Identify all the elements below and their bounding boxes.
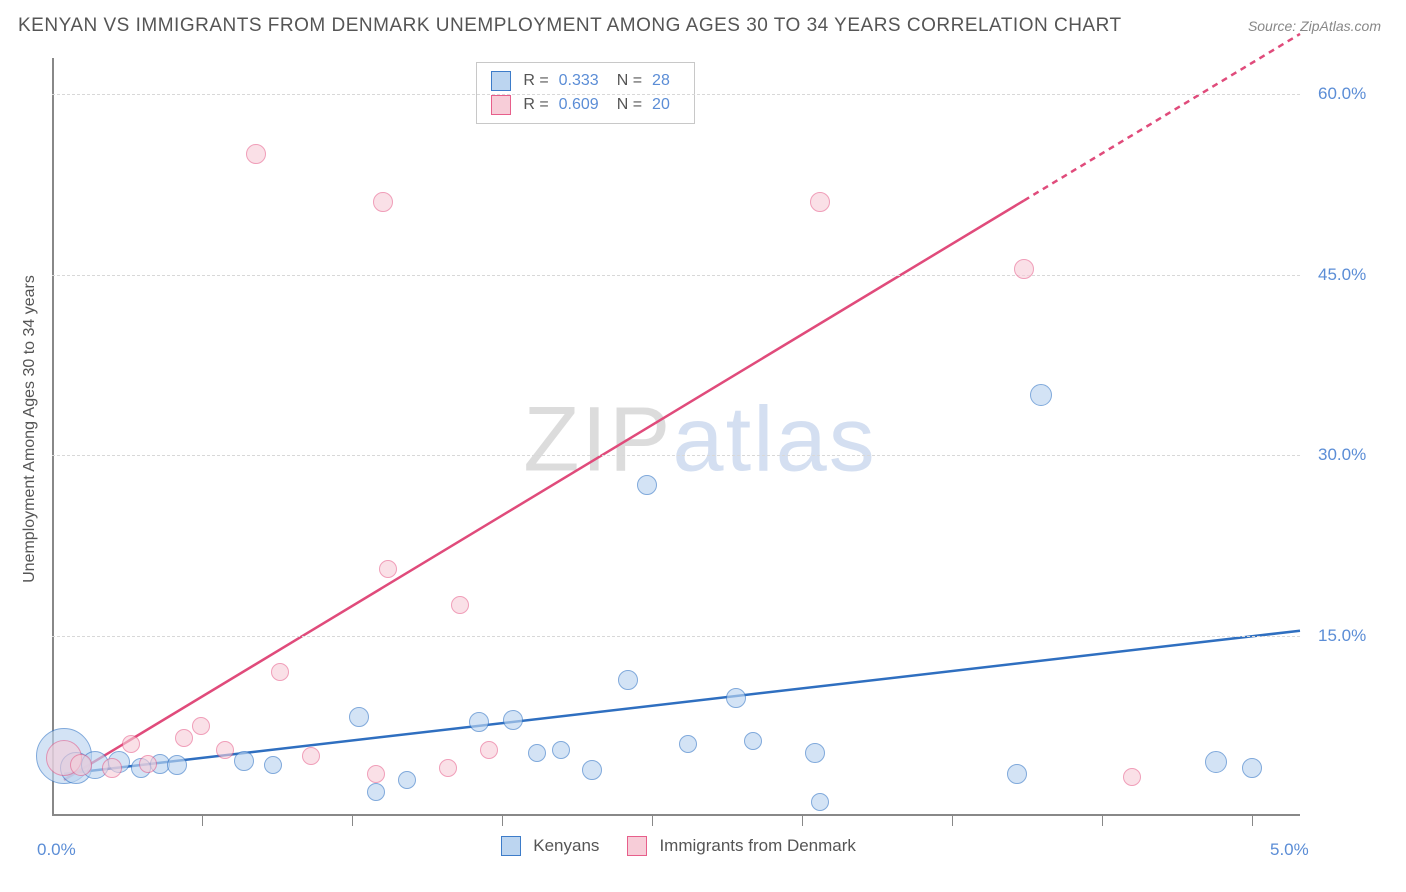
chart-title: KENYAN VS IMMIGRANTS FROM DENMARK UNEMPL… [18, 15, 1122, 37]
data-point [70, 754, 92, 776]
data-point [398, 771, 416, 789]
x-tick-mark [352, 816, 353, 826]
data-point [1030, 384, 1052, 406]
y-tick-label: 30.0% [1318, 445, 1366, 465]
data-point [139, 755, 157, 773]
gridline-horizontal [52, 455, 1300, 456]
data-point [439, 759, 457, 777]
y-tick-label: 60.0% [1318, 84, 1366, 104]
data-point [451, 596, 469, 614]
legend-correlation-row: R = 0.333 N = 28 [491, 69, 680, 93]
legend-series-item: Immigrants from Denmark [627, 836, 855, 856]
data-point [175, 729, 193, 747]
legend-r-value: 0.609 [559, 96, 599, 114]
data-point [811, 793, 829, 811]
x-tick-mark [802, 816, 803, 826]
data-point [1014, 259, 1034, 279]
legend-series-item: Kenyans [501, 836, 599, 856]
data-point [582, 760, 602, 780]
legend-swatch [491, 95, 511, 115]
gridline-horizontal [52, 636, 1300, 637]
y-axis-label: Unemployment Among Ages 30 to 34 years [21, 269, 39, 589]
gridline-horizontal [52, 94, 1300, 95]
x-tick-mark [502, 816, 503, 826]
legend-correlation-row: R = 0.609 N = 20 [491, 93, 680, 117]
data-point [1242, 758, 1262, 778]
data-point [618, 670, 638, 690]
data-point [637, 475, 657, 495]
legend-series-label: Immigrants from Denmark [659, 836, 855, 856]
data-point [246, 144, 266, 164]
legend-series: Kenyans Immigrants from Denmark [501, 836, 874, 856]
watermark: ZIPatlas [523, 388, 876, 493]
legend-n-label: N = [617, 72, 642, 90]
x-axis-min-label: 0.0% [37, 840, 76, 860]
data-point [503, 710, 523, 730]
data-point [480, 741, 498, 759]
legend-swatch [627, 836, 647, 856]
legend-correlation: R = 0.333 N = 28 R = 0.609 N = 20 [476, 62, 695, 124]
data-point [373, 192, 393, 212]
data-point [726, 688, 746, 708]
y-tick-label: 45.0% [1318, 265, 1366, 285]
data-point [744, 732, 762, 750]
data-point [264, 756, 282, 774]
chart-source: Source: ZipAtlas.com [1248, 18, 1381, 34]
data-point [469, 712, 489, 732]
data-point [367, 765, 385, 783]
data-point [1007, 764, 1027, 784]
x-tick-mark [1102, 816, 1103, 826]
data-point [167, 755, 187, 775]
legend-n-value: 20 [652, 96, 670, 114]
legend-r-label: R = [523, 96, 548, 114]
data-point [367, 783, 385, 801]
data-point [1205, 751, 1227, 773]
data-point [679, 735, 697, 753]
gridline-horizontal [52, 275, 1300, 276]
data-point [122, 735, 140, 753]
legend-r-label: R = [523, 72, 548, 90]
legend-r-value: 0.333 [559, 72, 599, 90]
data-point [379, 560, 397, 578]
data-point [349, 707, 369, 727]
data-point [302, 747, 320, 765]
data-point [192, 717, 210, 735]
data-point [805, 743, 825, 763]
x-axis-max-label: 5.0% [1270, 840, 1309, 860]
x-tick-mark [1252, 816, 1253, 826]
legend-series-label: Kenyans [533, 836, 599, 856]
legend-n-value: 28 [652, 72, 670, 90]
x-tick-mark [952, 816, 953, 826]
data-point [102, 758, 122, 778]
y-tick-label: 15.0% [1318, 626, 1366, 646]
legend-swatch [491, 71, 511, 91]
x-tick-mark [202, 816, 203, 826]
chart-container: { "meta": { "title": "KENYAN VS IMMIGRAN… [0, 0, 1406, 892]
data-point [528, 744, 546, 762]
data-point [234, 751, 254, 771]
data-point [552, 741, 570, 759]
data-point [271, 663, 289, 681]
legend-swatch [501, 836, 521, 856]
legend-n-label: N = [617, 96, 642, 114]
data-point [1123, 768, 1141, 786]
x-tick-mark [652, 816, 653, 826]
data-point [216, 741, 234, 759]
data-point [810, 192, 830, 212]
